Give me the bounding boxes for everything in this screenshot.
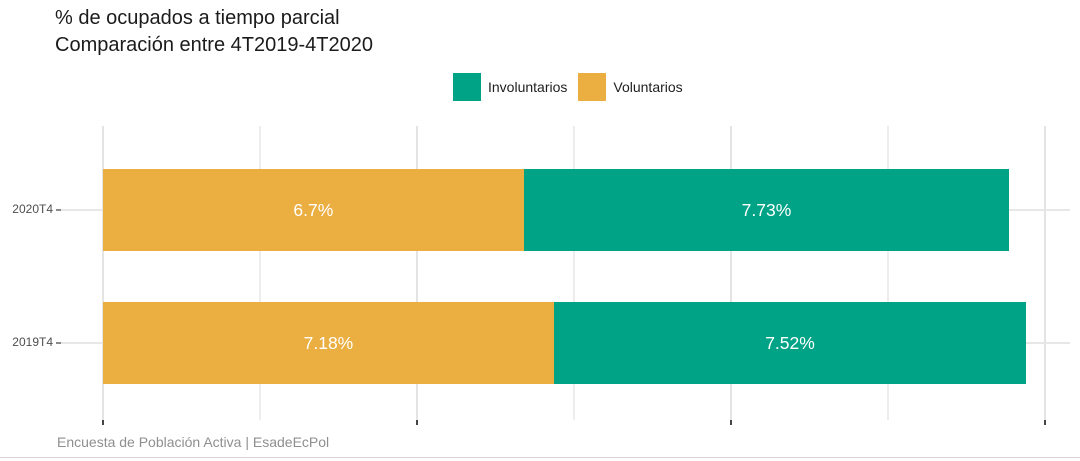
bar-segment-voluntarios-2020t4: 6.7%: [103, 169, 524, 251]
x-axis-tick: [102, 420, 104, 425]
plot-panel: 6.7% 7.73% 7.18% 7.52%: [57, 126, 1070, 420]
x-axis-tick: [416, 420, 418, 425]
bar-segment-involuntarios-2020t4: 7.73%: [523, 169, 1010, 251]
x-gridline-major: [416, 126, 418, 420]
legend-label: Involuntarios: [488, 79, 568, 95]
legend: Involuntarios Voluntarios: [453, 73, 683, 101]
x-gridline-major: [102, 126, 104, 420]
y-axis-label: 2019T4: [12, 335, 53, 349]
y-axis-tick: [56, 209, 61, 211]
bottom-divider: [0, 457, 1080, 458]
legend-label: Voluntarios: [613, 79, 683, 95]
x-gridline-major: [1044, 126, 1046, 420]
y-axis-label: 2020T4: [12, 202, 53, 216]
chart-title: % de ocupados a tiempo parcial: [55, 7, 340, 29]
legend-swatch: [453, 73, 481, 101]
y-axis-tick: [56, 342, 61, 344]
caption: Encuesta de Población Activa | EsadeEcPo…: [57, 434, 330, 450]
bar-value-label: 7.73%: [741, 199, 792, 220]
bar-value-label: 6.7%: [293, 199, 334, 220]
legend-swatch: [578, 73, 607, 101]
x-gridline-minor: [887, 126, 889, 420]
bar-value-label: 7.52%: [765, 332, 815, 353]
legend-item-involuntarios: Involuntarios: [453, 73, 567, 101]
x-axis-tick: [730, 420, 732, 425]
legend-item-voluntarios: Voluntarios: [578, 73, 683, 101]
x-gridline-minor: [573, 126, 575, 420]
x-gridline-major: [730, 126, 732, 420]
chart-subtitle: Comparación entre 4T2019-4T2020: [55, 34, 373, 56]
bar-value-label: 7.18%: [303, 332, 354, 353]
bar-segment-voluntarios-2019t4: 7.18%: [103, 302, 554, 384]
x-gridline-minor: [259, 126, 261, 420]
bar-segment-involuntarios-2019t4: 7.52%: [553, 302, 1027, 384]
x-axis-tick: [1044, 420, 1046, 425]
